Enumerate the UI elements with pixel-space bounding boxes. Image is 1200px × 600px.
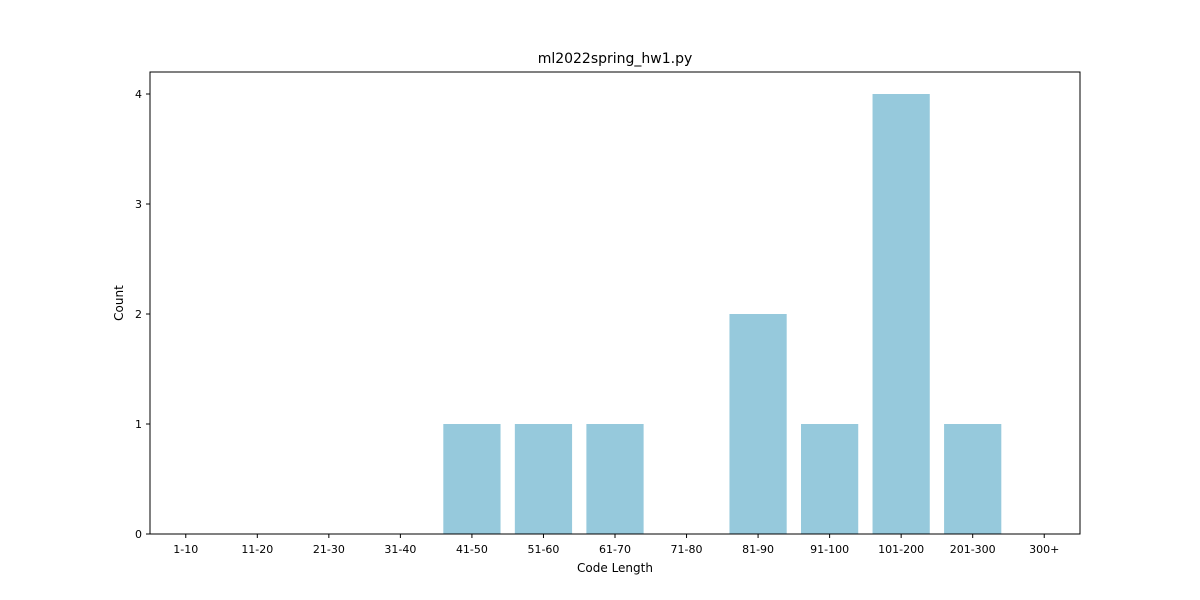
y-tick-label: 2 <box>135 308 142 321</box>
y-tick-label: 3 <box>135 198 142 211</box>
x-tick-label: 11-20 <box>241 543 273 556</box>
x-axis-ticks: 1-10 11-20 21-30 31-40 41-50 51-60 61-70 71-80 8… <box>173 534 1059 556</box>
y-tick-label: 1 <box>135 418 142 431</box>
x-tick-label: 21-30 <box>313 543 345 556</box>
x-tick-label: 41-50 <box>456 543 488 556</box>
x-axis-label: Code Length <box>577 561 653 575</box>
bar-201-300 <box>944 424 1002 534</box>
x-tick-label: 1-10 <box>173 543 198 556</box>
bars <box>443 94 1002 534</box>
x-tick-label: 61-70 <box>599 543 631 556</box>
bar-61-70 <box>586 424 644 534</box>
y-tick-label: 0 <box>135 528 142 541</box>
bar-51-60 <box>514 424 573 534</box>
x-tick-label: 91-100 <box>810 543 849 556</box>
bar-91-100 <box>801 424 859 534</box>
x-tick-label: 201-300 <box>950 543 996 556</box>
x-tick-label: 81-90 <box>742 543 774 556</box>
y-axis-ticks: 0 1 2 3 4 <box>135 88 150 541</box>
bar-41-50 <box>443 424 501 534</box>
chart-title: ml2022spring_hw1.py <box>538 51 693 67</box>
bar-101-200 <box>872 94 930 534</box>
bar-81-90 <box>729 314 787 534</box>
x-tick-label: 71-80 <box>671 543 703 556</box>
x-tick-label: 300+ <box>1029 543 1059 556</box>
y-tick-label: 4 <box>135 88 142 101</box>
x-tick-label: 31-40 <box>384 543 416 556</box>
x-tick-label: 101-200 <box>878 543 924 556</box>
x-tick-label: 51-60 <box>527 543 559 556</box>
y-axis-label: Count <box>112 285 126 321</box>
